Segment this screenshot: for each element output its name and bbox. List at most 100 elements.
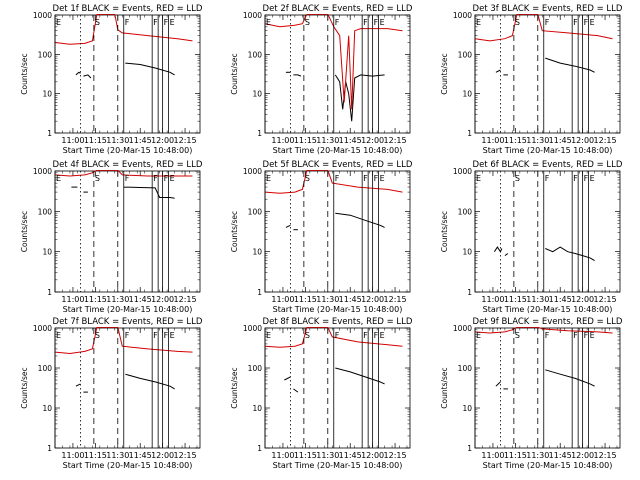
- x-tick-label: 11:15: [294, 451, 317, 460]
- y-tick-label: 1000: [33, 167, 52, 176]
- y-tick-label: 1000: [33, 11, 52, 20]
- y-tick-label: 10: [42, 90, 52, 99]
- x-tick-label: 11:45: [339, 451, 362, 460]
- event-marker-label: F: [153, 18, 158, 27]
- plot-frame: [264, 327, 411, 449]
- x-tick-label: 12:15: [594, 451, 617, 460]
- x-tick-label: 11:45: [129, 136, 152, 145]
- series-group: [55, 14, 193, 79]
- event-marker-label: E: [590, 174, 595, 183]
- x-axis-label: Start Time (20-Mar-15 10:48:00): [63, 461, 193, 470]
- event-marker-label: F: [584, 18, 589, 27]
- y-tick-label: 1000: [453, 324, 472, 333]
- event-marker-label: F: [164, 174, 169, 183]
- y-axis-label: Counts/sec: [20, 53, 29, 94]
- event-marker-label: F: [374, 174, 379, 183]
- y-tick-label: 10: [42, 404, 52, 413]
- panel-title: Det 4f BLACK = Events, RED = LLD: [53, 160, 203, 170]
- event-marker-label: S: [305, 331, 310, 340]
- event-marker-label: E: [266, 331, 271, 340]
- event-marker-label: S: [515, 331, 520, 340]
- series-line-events: [504, 253, 509, 257]
- series-group: [265, 14, 403, 122]
- event-marker-label: F: [125, 18, 130, 27]
- event-marker-label: S: [95, 18, 100, 27]
- x-tick-label: 11:15: [504, 451, 527, 460]
- x-tick-label: 11:45: [339, 295, 362, 304]
- y-tick-label: 100: [38, 207, 53, 216]
- event-marker-label: S: [95, 174, 100, 183]
- series-line-events: [125, 373, 175, 390]
- y-tick-label: 1: [467, 129, 472, 138]
- x-tick-label: 11:15: [84, 295, 107, 304]
- y-tick-label: 10: [462, 404, 472, 413]
- y-tick-label: 100: [248, 207, 263, 216]
- event-marker-label: E: [590, 18, 595, 27]
- series-line-events: [495, 69, 501, 73]
- panel-title: Det 9f BLACK = Events, RED = LLD: [473, 317, 623, 327]
- x-tick-label: 11:30: [526, 136, 549, 145]
- x-tick-label: 11:00: [481, 451, 504, 460]
- y-tick-label: 1000: [453, 167, 472, 176]
- x-axis-label: Start Time (20-Mar-15 10:48:00): [273, 305, 403, 314]
- panel-det-5: Det 5f BLACK = Events, RED = LLD 1 10 100 10…: [230, 160, 413, 314]
- y-tick-label: 1000: [33, 324, 52, 333]
- x-tick-label: 11:45: [549, 136, 572, 145]
- x-axis-label: Start Time (20-Mar-15 10:48:00): [483, 305, 613, 314]
- plot-frame: [54, 327, 201, 449]
- series-line-events: [545, 57, 595, 73]
- event-marker-label: E: [476, 331, 481, 340]
- event-marker-label: F: [573, 18, 578, 27]
- event-marker-label: E: [56, 331, 61, 340]
- x-tick-label: 11:15: [294, 136, 317, 145]
- event-marker-label: F: [153, 174, 158, 183]
- x-axis-label: Start Time (20-Mar-15 10:48:00): [483, 461, 613, 470]
- x-tick-label: 11:15: [294, 295, 317, 304]
- event-marker-label: E: [590, 331, 595, 340]
- event-marker-label: E: [380, 174, 385, 183]
- series-line-events: [545, 369, 595, 387]
- y-axis-label: Counts/sec: [440, 53, 449, 94]
- panel-title: Det 5f BLACK = Events, RED = LLD: [263, 160, 413, 170]
- x-tick-label: 11:30: [106, 136, 129, 145]
- series-line-events: [495, 381, 501, 387]
- y-axis-label: Counts/sec: [440, 367, 449, 408]
- event-marker-label: S: [515, 18, 520, 27]
- y-tick-label: 1: [47, 444, 52, 453]
- event-marker-label: F: [545, 331, 550, 340]
- x-tick-label: 11:45: [129, 451, 152, 460]
- y-tick-label: 1: [47, 129, 52, 138]
- y-tick-label: 10: [462, 248, 472, 257]
- y-axis-label: Counts/sec: [440, 211, 449, 252]
- x-tick-label: 12:15: [594, 136, 617, 145]
- event-marker-label: E: [56, 18, 61, 27]
- x-tick-label: 11:45: [339, 136, 362, 145]
- y-tick-label: 100: [38, 50, 53, 59]
- series-group: [493, 246, 595, 262]
- event-marker-label: F: [363, 18, 368, 27]
- panel-title: Det 3f BLACK = Events, RED = LLD: [473, 4, 623, 14]
- x-axis-label: Start Time (20-Mar-15 10:48:00): [483, 146, 613, 155]
- x-tick-label: 11:15: [504, 136, 527, 145]
- y-tick-label: 1000: [453, 11, 472, 20]
- y-tick-label: 10: [252, 248, 262, 257]
- x-tick-label: 11:00: [481, 295, 504, 304]
- event-marker-label: F: [363, 331, 368, 340]
- y-tick-label: 1: [467, 444, 472, 453]
- y-tick-label: 100: [248, 50, 263, 59]
- x-tick-label: 11:00: [271, 295, 294, 304]
- event-marker-label: S: [305, 174, 310, 183]
- y-axis-label: Counts/sec: [230, 211, 239, 252]
- y-tick-label: 10: [252, 404, 262, 413]
- event-marker-label: F: [374, 18, 379, 27]
- y-axis-label: Counts/sec: [20, 211, 29, 252]
- event-marker-label: F: [164, 18, 169, 27]
- x-tick-label: 11:30: [316, 136, 339, 145]
- x-tick-label: 11:45: [549, 295, 572, 304]
- event-marker-label: F: [153, 331, 158, 340]
- y-axis-label: Counts/sec: [20, 367, 29, 408]
- event-marker-label: F: [335, 18, 340, 27]
- y-tick-label: 10: [252, 90, 262, 99]
- x-tick-label: 12:15: [384, 451, 407, 460]
- series-line-lld: [55, 14, 193, 45]
